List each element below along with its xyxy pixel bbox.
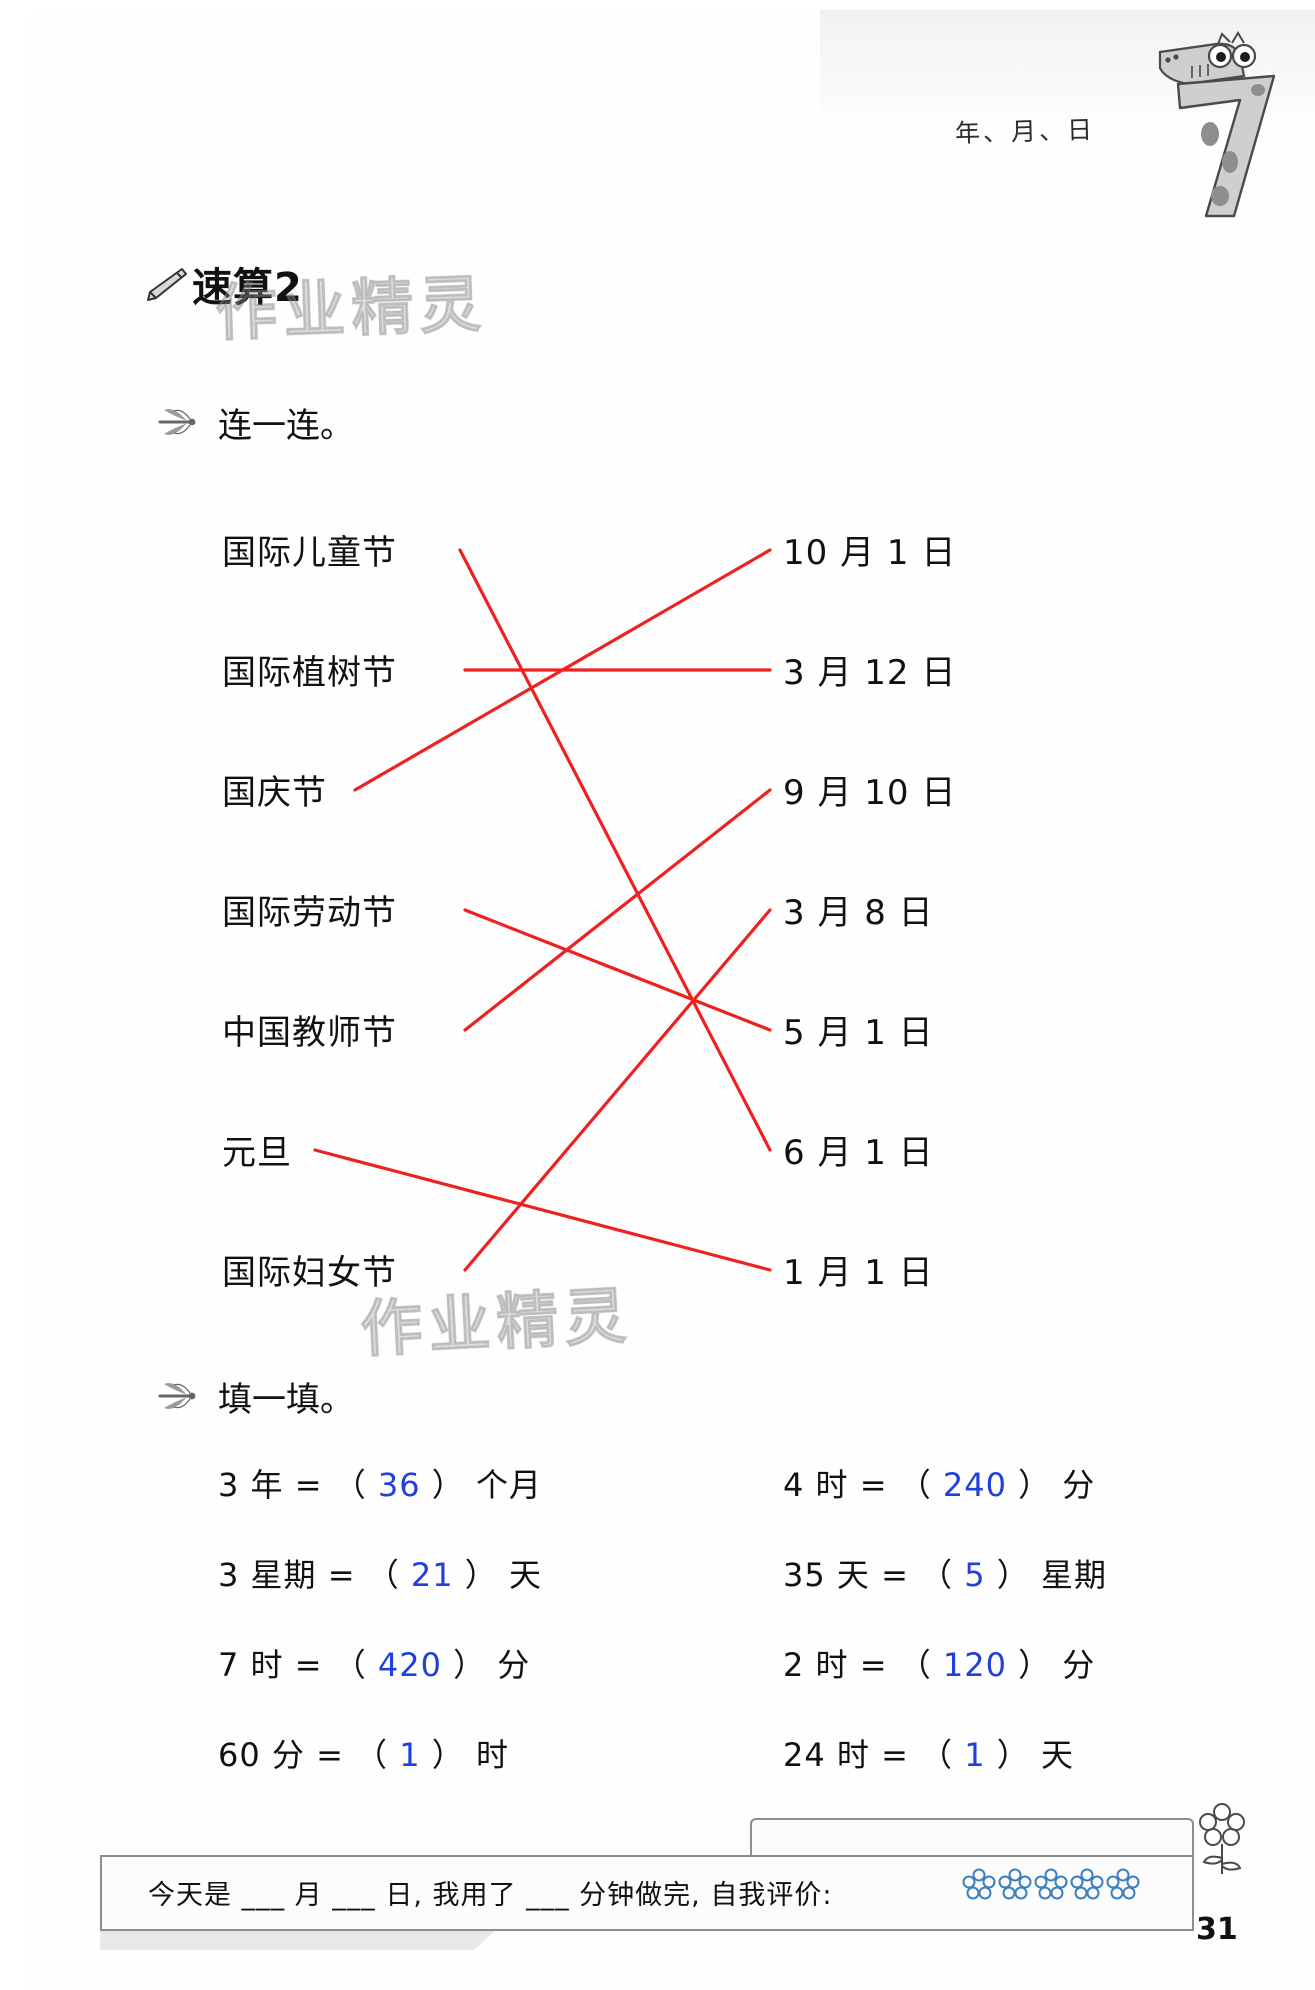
fill-prefix: 7 时 = （ [218,1646,367,1684]
fill-answer[interactable]: 240 [942,1466,1007,1504]
fill-answer[interactable]: 5 [964,1556,986,1594]
dragonfly-icon [158,409,196,435]
fill-row-left[interactable]: 7 时 = （ 420 ） 分 [218,1640,530,1686]
self-rating-flowers[interactable] [962,1868,1142,1906]
footer-text: 今天是 ___ 月 ___ 日, 我用了 ___ 分钟做完, 自我评价: [148,1880,833,1911]
fill-answer[interactable]: 21 [410,1556,454,1594]
match-right-item[interactable]: 5 月 1 日 [783,1013,934,1053]
match-left-item[interactable]: 中国教师节 [222,1013,397,1053]
match-right-item[interactable]: 3 月 8 日 [783,893,934,933]
fill-row-left[interactable]: 3 星期 = （ 21 ） 天 [218,1550,542,1596]
match-right-item[interactable]: 3 月 12 日 [783,653,957,693]
section-1-label: 连一连。 [218,406,354,446]
fill-prefix: 4 时 = （ [783,1466,932,1504]
flower-rating-icon[interactable] [962,1868,996,1902]
match-left-item[interactable]: 国际妇女节 [222,1253,397,1293]
fill-suffix: ） 分 [1018,1466,1096,1504]
match-right-item[interactable]: 1 月 1 日 [783,1253,934,1293]
flower-rating-icon[interactable] [1070,1868,1104,1902]
match-right-item[interactable]: 6 月 1 日 [783,1133,934,1173]
match-left-item[interactable]: 元旦 [222,1133,292,1173]
fill-prefix: 24 时 = （ [783,1736,954,1774]
fill-row-left[interactable]: 3 年 = （ 36 ） 个月 [218,1460,542,1506]
pencil-icon [147,268,187,301]
match-right-item[interactable]: 9 月 10 日 [783,773,957,813]
match-left-item[interactable]: 国际儿童节 [222,533,397,573]
match-left-item[interactable]: 国际植树节 [222,653,397,693]
fill-suffix: ） 时 [431,1736,509,1774]
fill-row-right[interactable]: 4 时 = （ 240 ） 分 [783,1460,1095,1506]
match-left-item[interactable]: 国庆节 [222,773,327,813]
fill-row-left[interactable]: 60 分 = （ 1 ） 时 [218,1730,509,1776]
flower-rating-icon[interactable] [1106,1868,1140,1902]
fill-prefix: 2 时 = （ [783,1646,932,1684]
fill-prefix: 3 星期 = （ [218,1556,400,1594]
fill-answer[interactable]: 36 [377,1466,421,1504]
fill-row-right[interactable]: 24 时 = （ 1 ） 天 [783,1730,1074,1776]
section-2-label: 填一填。 [218,1380,354,1420]
giraffe-unit-number-icon: 7 [1158,31,1276,218]
fill-suffix: ） 个月 [431,1466,542,1504]
page-title: 速算2 [192,265,303,311]
footer-box [100,1855,1194,1931]
flower-rating-icon[interactable] [998,1868,1032,1902]
fill-suffix: ） 天 [996,1736,1074,1774]
fill-answer[interactable]: 120 [942,1646,1007,1684]
fill-prefix: 35 天 = （ [783,1556,954,1594]
fill-suffix: ） 星期 [996,1556,1107,1594]
match-left-item[interactable]: 国际劳动节 [222,893,397,933]
fill-prefix: 60 分 = （ [218,1736,389,1774]
fill-suffix: ） 分 [453,1646,531,1684]
fill-suffix: ） 天 [464,1556,542,1594]
dragonfly-icon [158,1383,196,1409]
fill-answer[interactable]: 1 [964,1736,986,1774]
decorative-flower-icon [1199,1803,1245,1874]
footer-tab [750,1818,1194,1860]
page-number: 31 [1196,1912,1238,1947]
fill-answer[interactable]: 1 [399,1736,421,1774]
flower-rating-icon[interactable] [1034,1868,1068,1902]
fill-row-right[interactable]: 35 天 = （ 5 ） 星期 [783,1550,1107,1596]
fill-suffix: ） 分 [1018,1646,1096,1684]
match-right-item[interactable]: 10 月 1 日 [783,533,957,573]
page-left-margin [0,0,26,1990]
fill-answer[interactable]: 420 [377,1646,442,1684]
fill-prefix: 3 年 = （ [218,1466,367,1504]
fill-row-right[interactable]: 2 时 = （ 120 ） 分 [783,1640,1095,1686]
